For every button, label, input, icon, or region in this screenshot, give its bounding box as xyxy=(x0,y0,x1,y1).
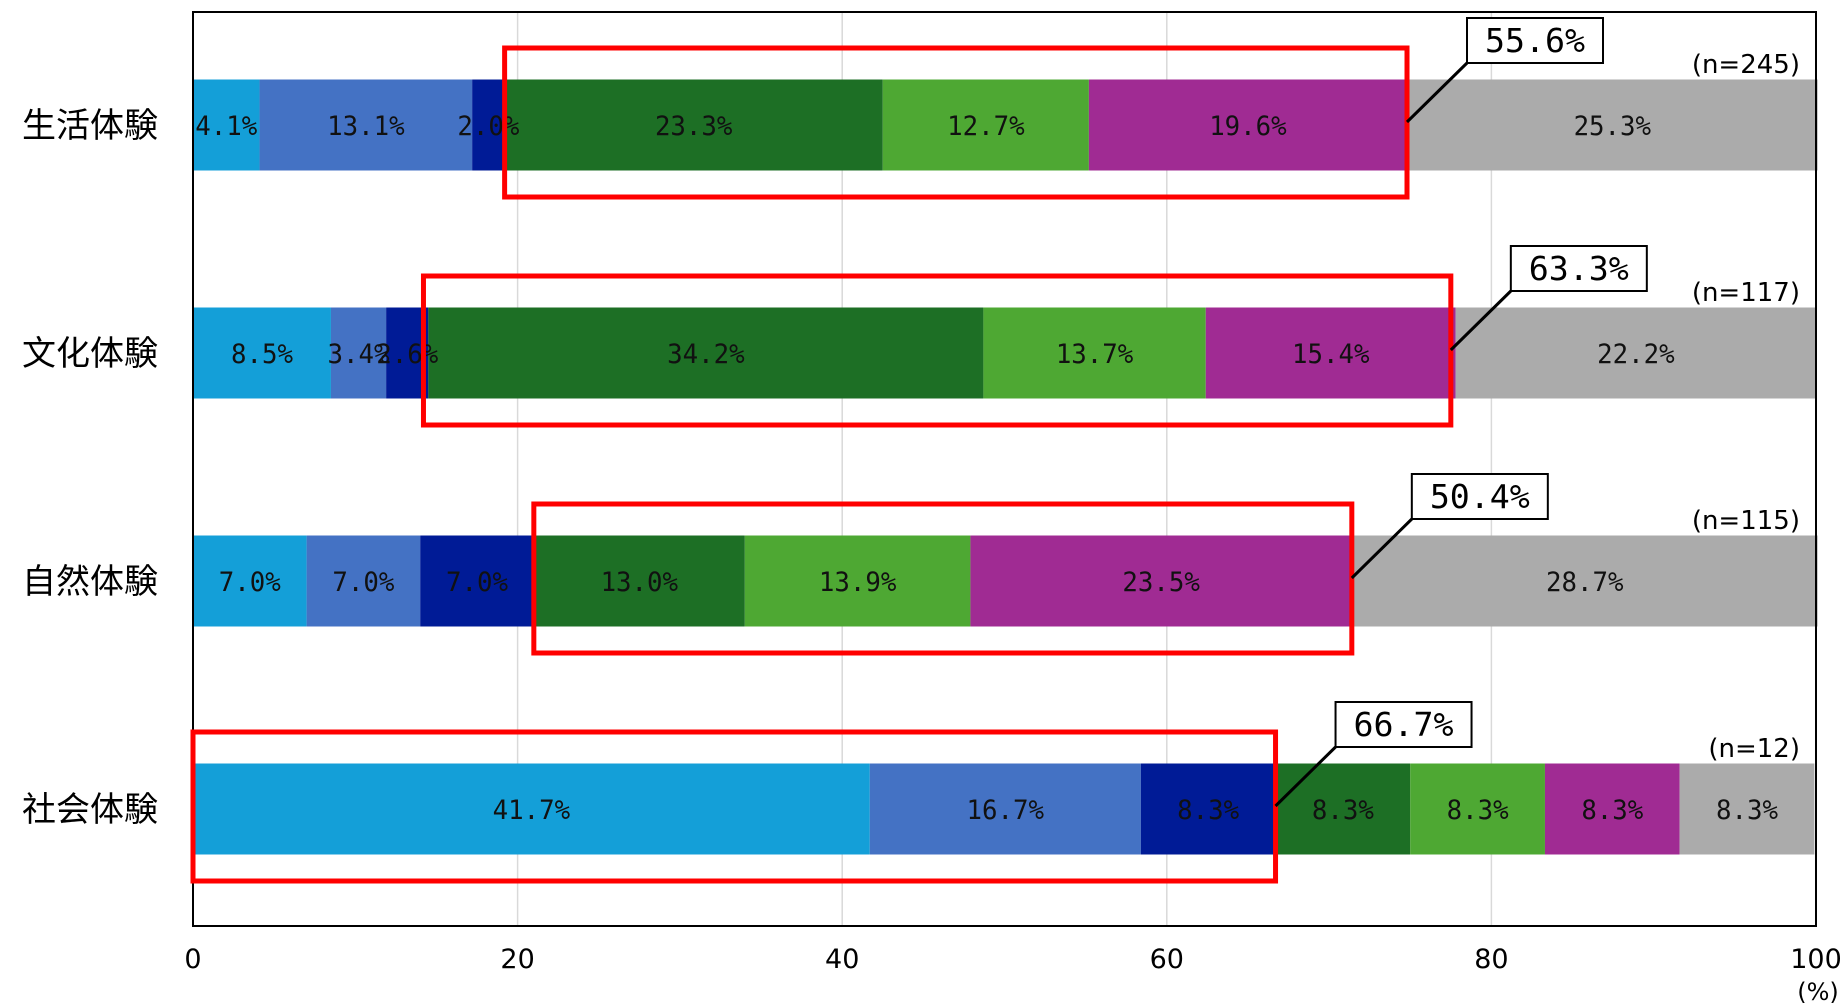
bar-segment xyxy=(472,79,505,171)
segment-data-label: 2.0% xyxy=(457,111,519,142)
segment-data-label: 8.3% xyxy=(1716,795,1778,826)
callout-box xyxy=(1334,701,1473,748)
bar-segment xyxy=(1140,763,1276,855)
category-label: 生活体験 xyxy=(22,106,158,146)
category-label: 文化体験 xyxy=(22,334,158,374)
bar-segment xyxy=(1088,79,1408,171)
plot-frame xyxy=(192,11,1817,927)
segment-data-label: 41.7% xyxy=(493,795,571,826)
segment-data-label: 13.0% xyxy=(601,567,679,598)
bar-segment xyxy=(306,535,421,627)
callout-label: 66.7% xyxy=(1354,705,1454,744)
segment-data-label: 7.0% xyxy=(219,567,281,598)
segment-data-label: 25.3% xyxy=(1574,111,1652,142)
segment-data-label: 8.5% xyxy=(231,339,293,370)
segment-data-label: 23.3% xyxy=(655,111,733,142)
segment-data-label: 4.1% xyxy=(195,111,257,142)
bar-segment xyxy=(259,79,473,171)
segment-data-label: 23.5% xyxy=(1122,567,1200,598)
segment-data-label: 16.7% xyxy=(967,795,1045,826)
segment-data-label: 8.3% xyxy=(1177,795,1239,826)
segment-data-label: 28.7% xyxy=(1546,567,1624,598)
category-label: 社会体験 xyxy=(22,790,158,830)
segment-data-label: 12.7% xyxy=(947,111,1025,142)
segment-data-label: 13.9% xyxy=(819,567,897,598)
callout-box xyxy=(1466,17,1605,64)
bar-segment xyxy=(869,763,1141,855)
segment-data-label: 34.2% xyxy=(667,339,745,370)
segment-data-label: 13.7% xyxy=(1056,339,1134,370)
highlight-box xyxy=(531,501,1355,656)
segment-data-label: 2.6% xyxy=(376,339,438,370)
bar-segment xyxy=(193,535,307,627)
bar-segment xyxy=(744,535,971,627)
highlight-box xyxy=(420,273,1454,428)
callout-label: 55.6% xyxy=(1485,21,1585,60)
bar-segment xyxy=(1275,763,1411,855)
segment-data-label: 8.3% xyxy=(1447,795,1509,826)
sample-size-label: (n=115) xyxy=(1692,506,1800,536)
bars xyxy=(193,79,1818,855)
bar-segment xyxy=(882,79,1089,171)
bar-segment xyxy=(1455,307,1816,399)
callout-label: 50.4% xyxy=(1430,477,1530,516)
x-tick-label: 40 xyxy=(825,944,859,975)
bar-segment xyxy=(193,307,331,399)
bar-segment xyxy=(504,79,883,171)
x-tick-label: 100 xyxy=(1790,944,1841,975)
bar-segment xyxy=(1544,763,1680,855)
bar-segment xyxy=(193,79,260,171)
highlight-box xyxy=(502,45,1410,200)
x-tick-labels: 0 20 40 60 80 100 xyxy=(184,944,1841,975)
segment-data-label: 13.1% xyxy=(327,111,405,142)
segment-data-label: 8.3% xyxy=(1312,795,1374,826)
x-tick-label: 0 xyxy=(184,944,201,975)
category-label: 自然体験 xyxy=(22,562,158,602)
sample-size-labels: (n=245) (n=117) (n=115) (n=12) xyxy=(1692,50,1800,764)
bar-segment xyxy=(983,307,1206,399)
segment-data-label: 7.0% xyxy=(332,567,394,598)
callout-leader xyxy=(1449,289,1512,352)
x-unit-label: (%) xyxy=(1797,978,1839,1006)
highlight-boxes: 55.6% 63.3% 50.4% 66.7% xyxy=(190,17,1648,884)
bar-segment xyxy=(1679,763,1815,855)
x-tick-label: 20 xyxy=(500,944,534,975)
callout-leader xyxy=(1405,61,1469,124)
bar-segment xyxy=(533,535,745,627)
segment-data-label: 7.0% xyxy=(446,567,508,598)
x-tick-label: 80 xyxy=(1474,944,1508,975)
sample-size-label: (n=117) xyxy=(1692,278,1800,308)
segment-data-label: 22.2% xyxy=(1597,339,1675,370)
callout-leader xyxy=(1350,517,1413,580)
segment-data-label: 19.6% xyxy=(1209,111,1287,142)
highlight-box xyxy=(190,729,1279,884)
x-tick-label: 60 xyxy=(1150,944,1184,975)
bar-segment xyxy=(428,307,984,399)
bar-segment xyxy=(1205,307,1456,399)
bar-segment xyxy=(1351,535,1818,627)
sample-size-label: (n=245) xyxy=(1692,50,1800,80)
segment-data-label: 3.4% xyxy=(328,339,390,370)
axes xyxy=(192,11,1817,927)
sample-size-label: (n=12) xyxy=(1708,734,1800,764)
segment-data-label: 15.4% xyxy=(1292,339,1370,370)
bar-segment xyxy=(1410,763,1545,855)
callout-label: 63.3% xyxy=(1529,249,1629,288)
segment-labels: 4.1% 13.1% 2.0% 23.3% 12.7% 19.6% 25.3% 8.5% 3.4… xyxy=(195,111,1778,826)
callout-box xyxy=(1509,245,1648,292)
bar-segment xyxy=(1407,79,1818,171)
callout-box xyxy=(1410,473,1549,520)
bar-segment xyxy=(970,535,1352,627)
callout-leader xyxy=(1274,745,1337,808)
bar-segment xyxy=(420,535,534,627)
bar-segment xyxy=(330,307,387,399)
bar-segment xyxy=(193,763,870,855)
segment-data-label: 8.3% xyxy=(1581,795,1643,826)
